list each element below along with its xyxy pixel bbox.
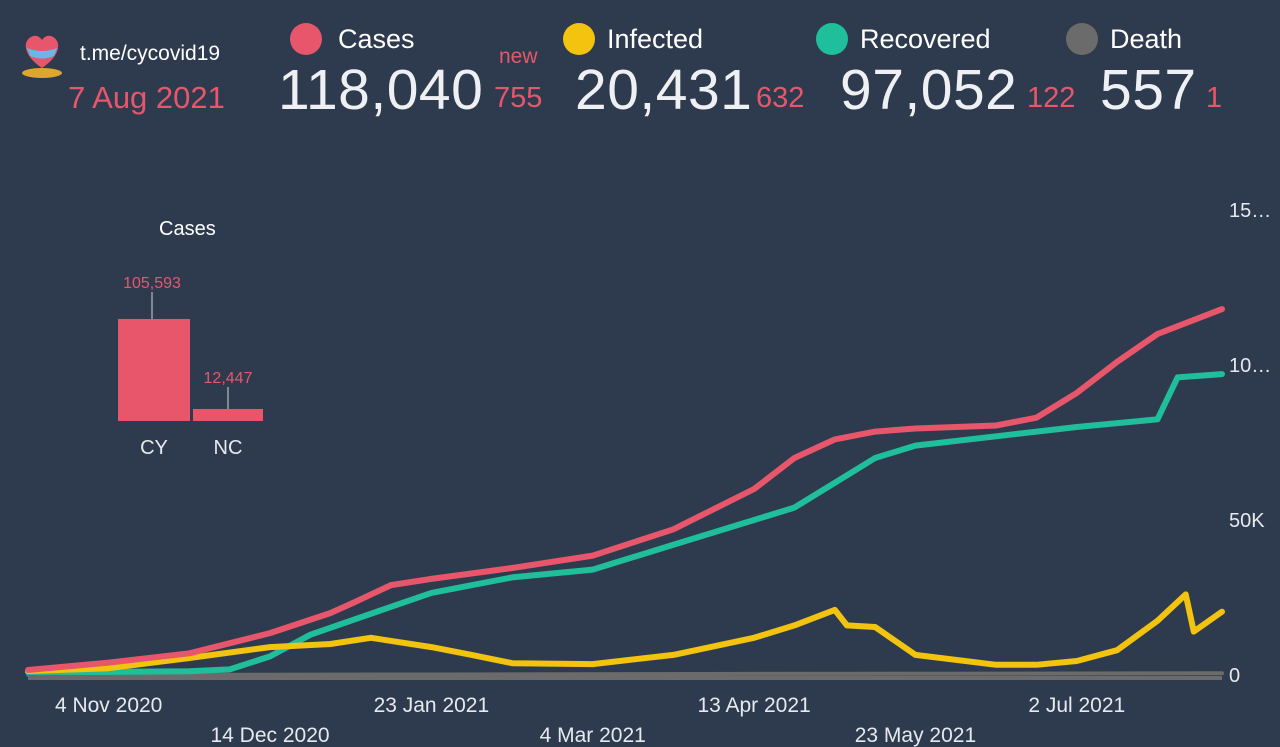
- bar-category-label: CY: [140, 437, 168, 459]
- series-line-cases: [25, 306, 1225, 673]
- x-tick-label: 23 Jan 2021: [374, 694, 490, 717]
- recovered-legend-label: Recovered: [860, 24, 991, 54]
- y-tick-label: 50K: [1229, 510, 1265, 532]
- x-tick-label: 2 Jul 2021: [1028, 694, 1125, 717]
- cases-total: 118,040: [278, 58, 484, 122]
- death-new: 1: [1206, 82, 1223, 114]
- bar-value-label: 12,447: [204, 370, 253, 387]
- infected-total: 20,431: [575, 58, 753, 122]
- y-tick-label: 15…: [1229, 200, 1271, 222]
- telegram-link[interactable]: t.me/cycovid19: [80, 42, 221, 65]
- cases-legend-dot: [290, 23, 322, 55]
- bar-nc: [193, 408, 263, 421]
- recovered-legend-dot: [816, 23, 848, 55]
- report-date: 7 Aug 2021: [68, 80, 225, 115]
- death-total: 557: [1100, 58, 1197, 122]
- y-tick-label: 0: [1229, 665, 1240, 687]
- bar-category-label: NC: [214, 437, 243, 459]
- mini-chart-title: Cases: [159, 218, 216, 240]
- infected-new: 632: [756, 82, 805, 114]
- series-line-recovered: [25, 371, 1225, 675]
- infected-legend-dot: [563, 23, 595, 55]
- x-tick-label: 23 May 2021: [855, 724, 976, 747]
- app-logo: [18, 28, 66, 80]
- bar-value-label: 105,593: [123, 275, 181, 292]
- x-tick-label: 4 Mar 2021: [540, 724, 646, 747]
- recovered-total: 97,052: [840, 58, 1018, 122]
- infected-legend-label: Infected: [607, 24, 704, 54]
- series-line-death: [26, 671, 1224, 677]
- series-line-infected: [25, 591, 1225, 674]
- x-tick-label: 4 Nov 2020: [55, 694, 162, 717]
- x-tick-label: 14 Dec 2020: [210, 724, 329, 747]
- heart-logo-icon: [22, 35, 62, 78]
- cases-legend-label: Cases: [338, 24, 415, 54]
- y-tick-label: 10…: [1229, 355, 1271, 377]
- cases-new: 755: [494, 82, 543, 114]
- death-legend-dot: [1066, 23, 1098, 55]
- recovered-new: 122: [1027, 82, 1076, 114]
- new-label: new: [499, 45, 538, 68]
- x-tick-label: 13 Apr 2021: [697, 694, 810, 717]
- bar-cy: [118, 319, 190, 421]
- death-legend-label: Death: [1110, 24, 1183, 54]
